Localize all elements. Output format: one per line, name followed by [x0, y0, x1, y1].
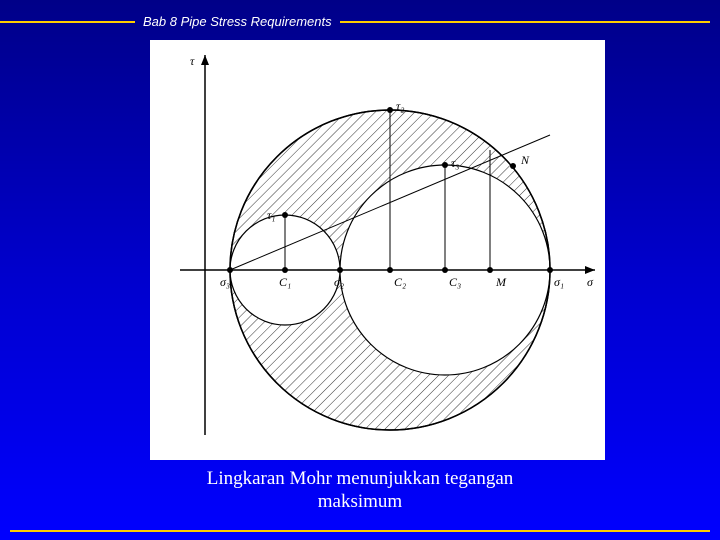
svg-text:C₁: C₁: [279, 275, 291, 289]
mohr-circle-diagram: τσσ₃σ₂σ₁C₁C₂C₃MNτ₁τ₂τ₃: [150, 40, 605, 460]
svg-text:N: N: [520, 153, 530, 167]
svg-text:τ₁: τ₁: [267, 208, 275, 222]
svg-text:σ₂: σ₂: [334, 275, 344, 289]
chapter-title: Bab 8 Pipe Stress Requirements: [135, 14, 340, 29]
header-rule-left: [0, 21, 135, 23]
header: Bab 8 Pipe Stress Requirements: [0, 14, 720, 29]
svg-text:σ₃: σ₃: [220, 275, 230, 289]
svg-text:σ₁: σ₁: [554, 275, 564, 289]
footer-rule: [10, 530, 710, 532]
svg-text:M: M: [495, 275, 507, 289]
svg-text:C₂: C₂: [394, 275, 406, 289]
svg-text:τ: τ: [190, 54, 195, 68]
svg-text:C₃: C₃: [449, 275, 461, 289]
svg-text:τ₂: τ₂: [396, 99, 404, 113]
svg-text:τ₃: τ₃: [451, 156, 459, 170]
header-rule-right: [340, 21, 710, 23]
caption-line1: Lingkaran Mohr menunjukkan tegangan: [207, 468, 514, 489]
caption-line2: maksimum: [318, 491, 402, 512]
mohr-svg: τσσ₃σ₂σ₁C₁C₂C₃MNτ₁τ₂τ₃: [150, 40, 605, 460]
figure-caption: Lingkaran Mohr menunjukkan tegangan maks…: [0, 467, 720, 515]
